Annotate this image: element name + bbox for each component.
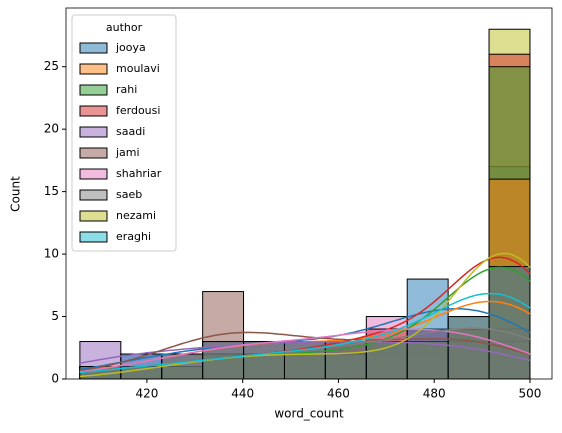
x-tick-label: 500: [519, 387, 542, 401]
y-tick-label: 25: [44, 59, 59, 73]
y-tick-label: 0: [51, 372, 59, 386]
kde-curve: [79, 292, 531, 374]
legend-swatch: [79, 147, 108, 159]
x-tick-label: 480: [423, 387, 446, 401]
legend: author jooya moulavi rahi ferdousi saadi jami s…: [71, 14, 177, 252]
legend-label: ferdousi: [116, 104, 160, 117]
legend-swatch: [79, 189, 108, 201]
legend-swatch: [79, 105, 108, 117]
legend-swatch: [79, 63, 108, 75]
y-tick-label: 15: [44, 184, 59, 198]
legend-label: saeb: [116, 188, 142, 201]
legend-swatch: [79, 84, 108, 96]
y-tick-label: 5: [51, 309, 59, 323]
y-tick-label: 20: [44, 122, 59, 136]
bar: [488, 266, 531, 380]
legend-swatch: [79, 42, 108, 54]
x-axis-label: word_count: [274, 407, 344, 421]
x-tick-label: 440: [231, 387, 254, 401]
y-axis-label: Count: [9, 176, 23, 212]
legend-swatch: [79, 210, 108, 222]
legend-swatch: [79, 126, 108, 138]
kde-curve: [79, 328, 531, 373]
kde-curve: [79, 252, 531, 378]
y-tick-label: 10: [44, 247, 59, 261]
legend-label: rahi: [116, 83, 137, 96]
legend-label: nezami: [116, 209, 156, 222]
legend-swatch: [79, 231, 108, 243]
legend-label: saadi: [116, 125, 145, 138]
legend-label: eraghi: [116, 230, 151, 243]
legend-label: moulavi: [116, 62, 160, 75]
legend-label: jooya: [115, 41, 146, 54]
axes-frame: [65, 7, 553, 380]
bar: [243, 341, 285, 380]
kde-curve: [79, 331, 531, 372]
legend-swatch: [79, 168, 108, 180]
legend-label: shahriar: [116, 167, 162, 180]
legend-label: jami: [115, 146, 140, 159]
legend-title: author: [106, 21, 143, 34]
x-tick-label: 420: [135, 387, 158, 401]
x-tick-label: 460: [327, 387, 350, 401]
